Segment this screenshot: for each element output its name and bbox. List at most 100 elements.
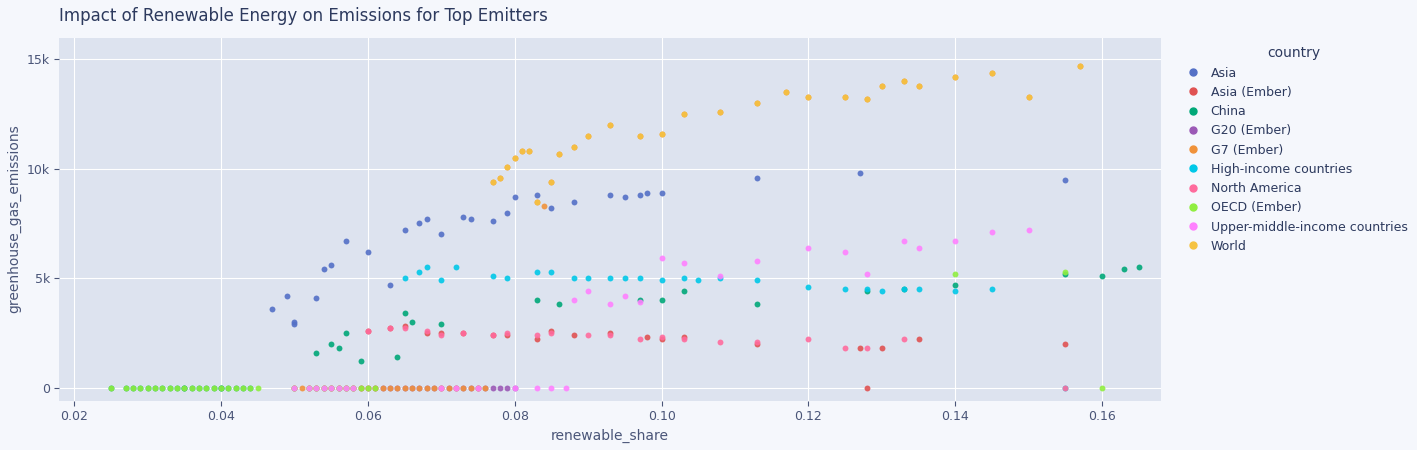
Point [1068, 63, 1091, 70]
Point [798, 93, 820, 100]
Point [394, 226, 417, 234]
Point [364, 384, 387, 391]
Point [555, 384, 578, 391]
Point [856, 384, 879, 391]
Point [547, 150, 570, 157]
Point [313, 384, 336, 391]
Point [745, 174, 768, 181]
Point [526, 191, 548, 198]
Point [577, 132, 599, 140]
Point [577, 274, 599, 282]
Point [466, 384, 489, 391]
Point [496, 209, 519, 216]
Point [99, 384, 122, 391]
Point [357, 384, 380, 391]
Point [907, 285, 930, 292]
Point [833, 93, 856, 100]
Point [298, 384, 320, 391]
Point [452, 384, 475, 391]
Point [650, 277, 673, 284]
Point [944, 281, 966, 288]
Point [290, 384, 313, 391]
Point [313, 384, 336, 391]
Point [341, 384, 364, 391]
Point [408, 384, 431, 391]
Point [496, 163, 519, 170]
Point [180, 384, 203, 391]
Point [173, 384, 196, 391]
Point [283, 318, 306, 325]
Point [349, 384, 371, 391]
Point [893, 78, 915, 85]
Point [429, 332, 452, 339]
Point [459, 384, 482, 391]
Point [1017, 93, 1040, 100]
Point [305, 384, 327, 391]
Point [364, 384, 387, 391]
Point [503, 154, 526, 162]
Point [408, 268, 431, 275]
Point [614, 194, 636, 201]
Point [99, 384, 122, 391]
Point [429, 384, 452, 391]
Point [129, 384, 152, 391]
Point [415, 329, 438, 337]
Point [166, 384, 188, 391]
Point [232, 384, 255, 391]
Point [408, 220, 431, 227]
Point [152, 384, 174, 391]
Point [563, 144, 585, 151]
Point [981, 69, 1003, 76]
Point [775, 89, 798, 96]
Point [503, 154, 526, 162]
Point [849, 345, 871, 352]
Point [489, 174, 512, 181]
Point [745, 99, 768, 107]
Point [1068, 63, 1091, 70]
Point [944, 238, 966, 245]
Point [327, 345, 350, 352]
Point [341, 384, 364, 391]
Point [173, 384, 196, 391]
Point [563, 297, 585, 304]
Point [385, 353, 408, 360]
Point [452, 384, 475, 391]
Point [650, 333, 673, 341]
Point [599, 332, 622, 339]
Point [577, 132, 599, 140]
Point [745, 257, 768, 264]
Point [628, 299, 650, 306]
Point [349, 384, 371, 391]
Point [378, 325, 401, 332]
Point [856, 270, 879, 277]
Point [628, 336, 650, 343]
Point [503, 194, 526, 201]
Point [415, 384, 438, 391]
Point [1054, 268, 1077, 275]
Point [283, 384, 306, 391]
Point [599, 122, 622, 129]
Point [466, 384, 489, 391]
Point [371, 384, 394, 391]
Point [893, 78, 915, 85]
Point [305, 384, 327, 391]
Point [856, 288, 879, 295]
Point [981, 229, 1003, 236]
Point [708, 338, 731, 345]
Point [415, 216, 438, 223]
Point [298, 384, 320, 391]
Point [445, 384, 468, 391]
Point [672, 274, 694, 282]
Point [636, 333, 659, 341]
Point [261, 305, 283, 312]
Point [136, 384, 159, 391]
Point [526, 332, 548, 339]
Point [276, 292, 299, 299]
Point [599, 191, 622, 198]
Point [650, 130, 673, 137]
Point [122, 384, 145, 391]
Point [203, 384, 225, 391]
Point [563, 274, 585, 282]
Point [429, 320, 452, 328]
Point [650, 189, 673, 197]
